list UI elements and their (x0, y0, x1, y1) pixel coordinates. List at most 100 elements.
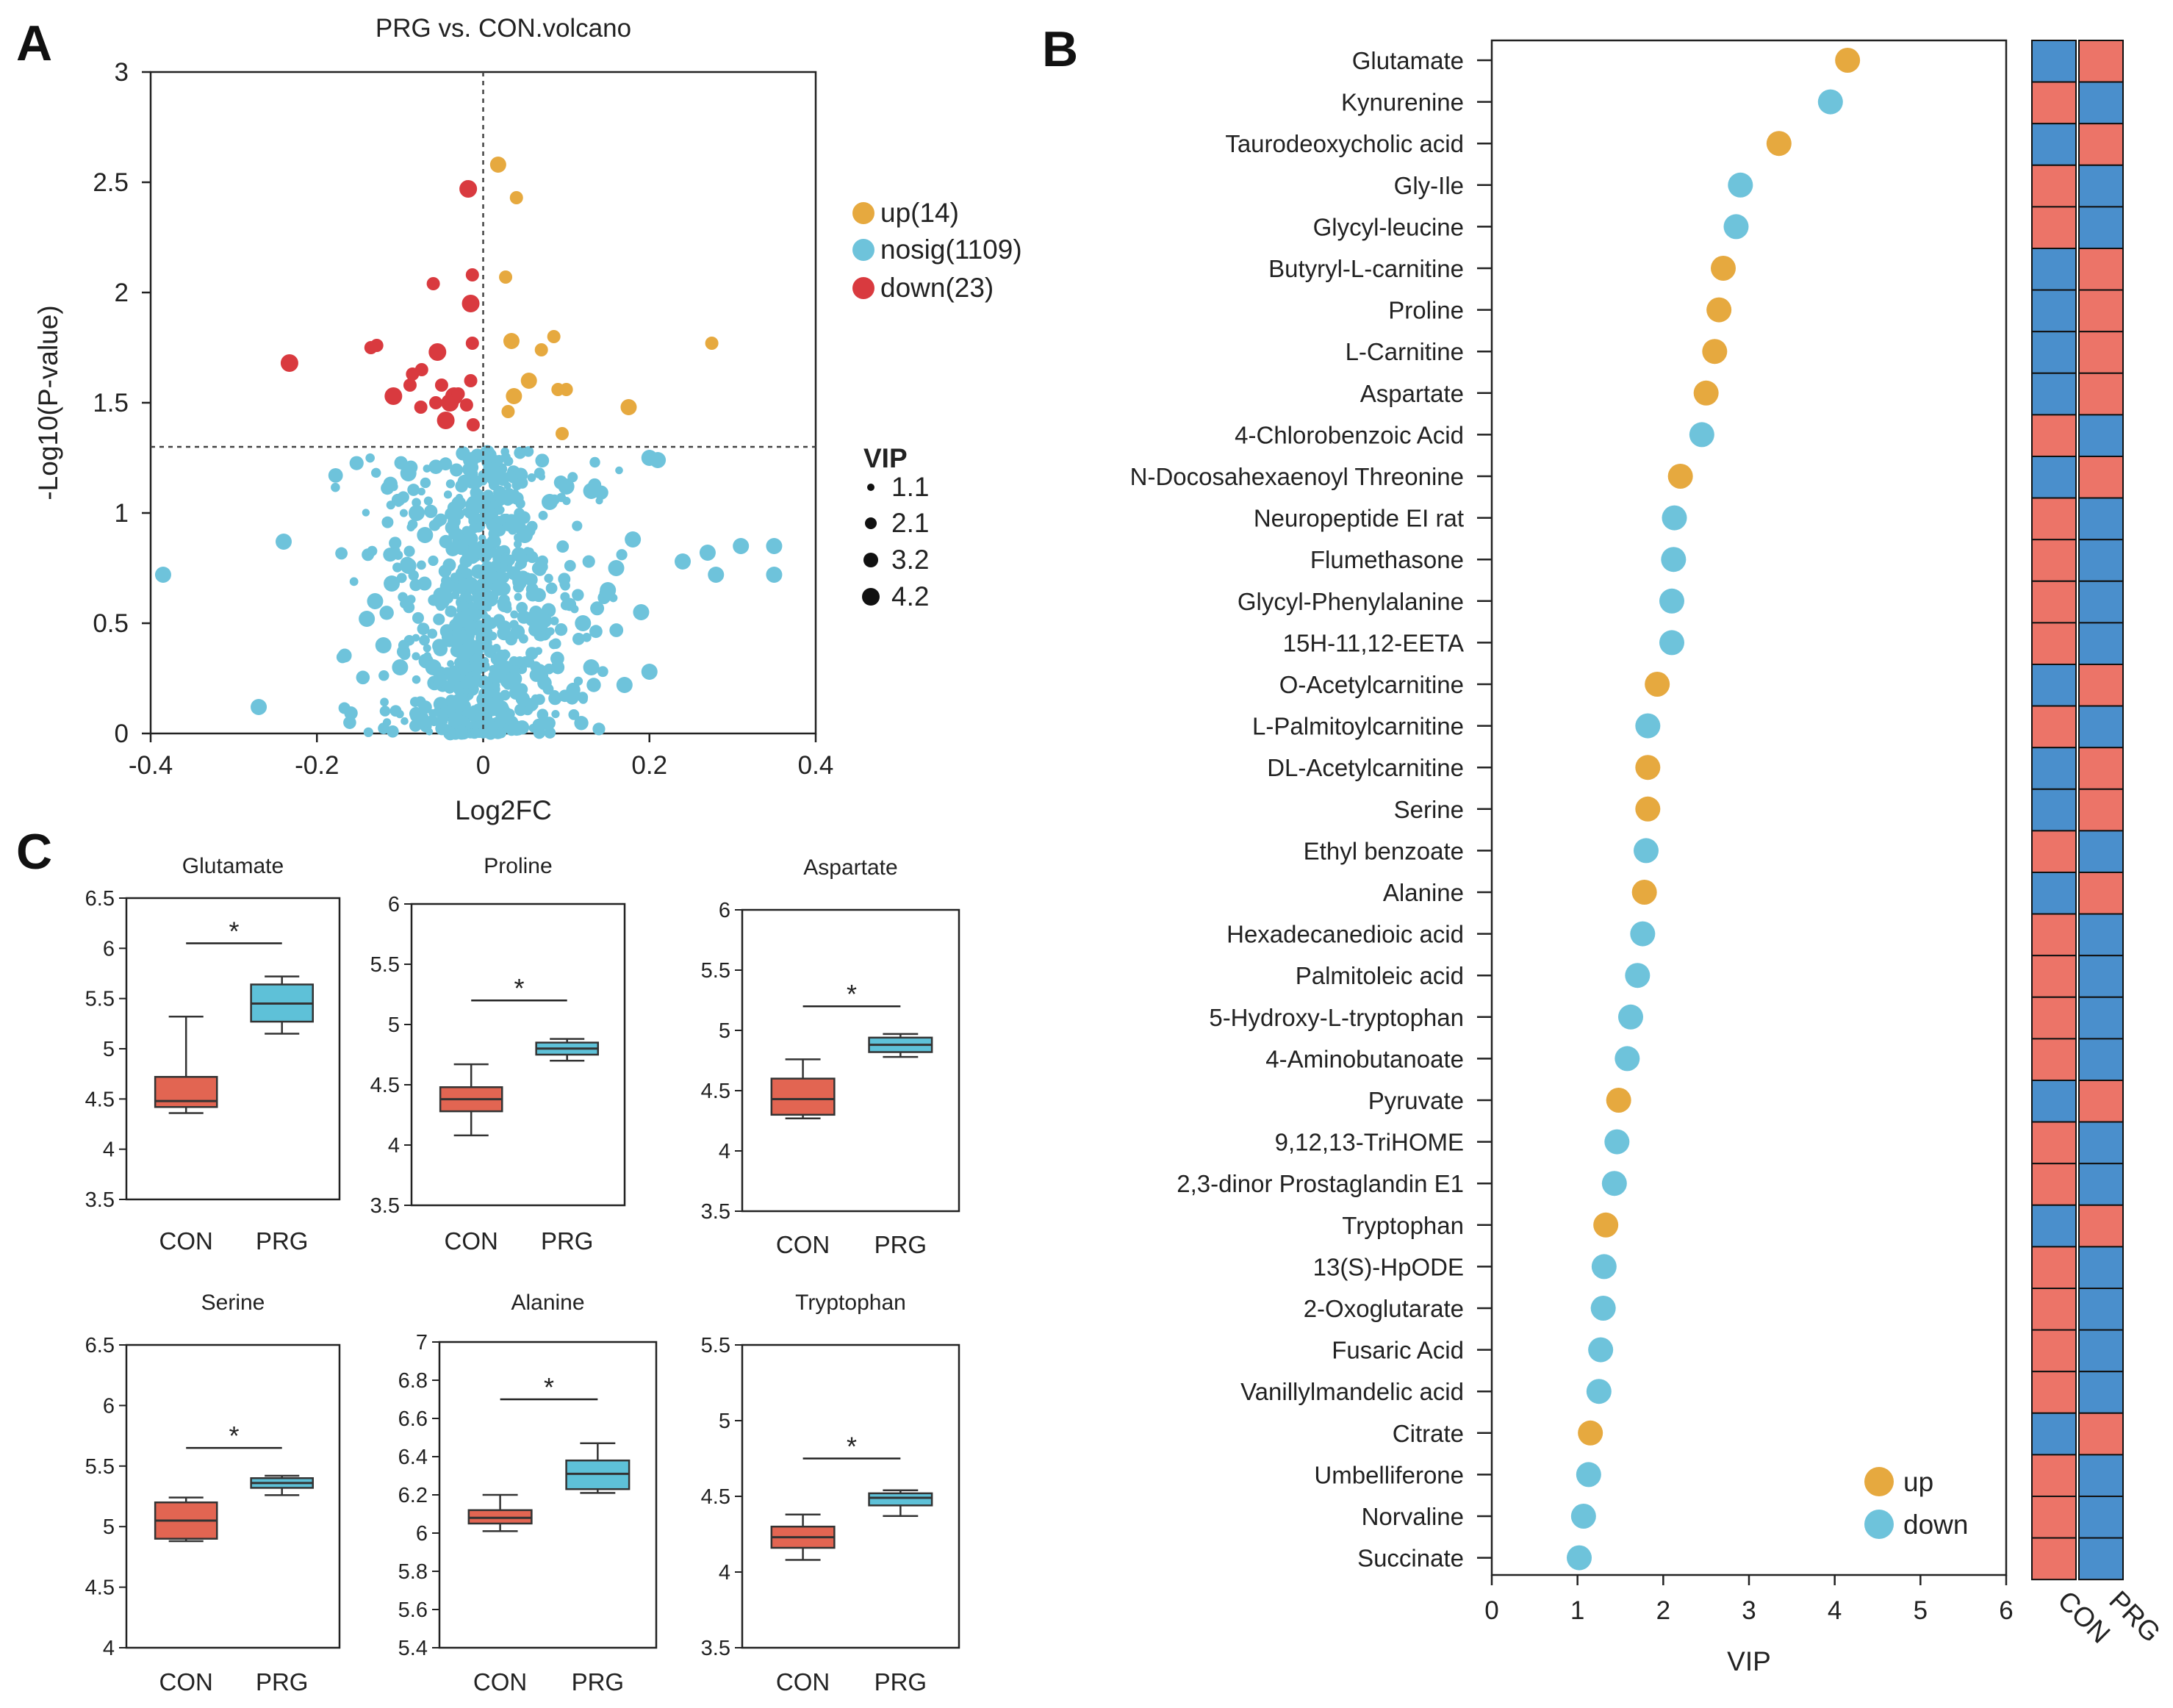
volcano-point-nosig (474, 609, 483, 617)
volcano-point-nosig (595, 497, 603, 505)
volcano-point-nosig (403, 601, 415, 614)
volcano-point-nosig (365, 453, 375, 463)
volcano-point-nosig (558, 478, 575, 495)
heatmap-cell-con (2031, 123, 2077, 166)
volcano-xlabel: Log2FC (455, 795, 552, 825)
vip-metabolite-label: Pyruvate (1368, 1087, 1464, 1114)
volcano-point-nosig (439, 457, 453, 471)
boxplot-title: Alanine (511, 1291, 584, 1315)
vip-metabolite-label: Serine (1394, 796, 1464, 823)
heatmap-cell-con (2031, 1412, 2077, 1456)
volcano-point-nosig (528, 723, 538, 733)
vip-metabolite-label: Glycyl-Phenylalanine (1238, 588, 1464, 615)
vip-dot-down (1567, 1545, 1592, 1571)
boxplot-ytick-label: 4.5 (701, 1485, 730, 1509)
volcano-point-nosig (331, 482, 340, 492)
vip-metabolite-label: Alanine (1383, 879, 1464, 906)
boxplot-aspartate: Aspartate 3.5 4 4.5 5 5.5 6 CON PRG * (701, 855, 960, 1258)
vip-dot-down (1576, 1462, 1601, 1488)
boxplot-ytick-label: 6 (416, 1522, 428, 1546)
volcano-xtick-label: -0.2 (295, 751, 339, 780)
boxplot-serine: Serine 4 4.5 5 5.5 6 6.5 CON PRG * (85, 1291, 341, 1696)
volcano-point-nosig (382, 718, 392, 727)
boxplot-significance-mark: * (514, 973, 524, 1003)
boxplot-box-prg (868, 1492, 933, 1507)
heatmap-cell-prg (2078, 1204, 2124, 1248)
vip-xtick-label: 2 (1656, 1596, 1670, 1625)
boxplot-group-label: PRG (541, 1227, 594, 1255)
volcano-point-nosig (766, 538, 783, 554)
vip-dot-down (1615, 1046, 1640, 1072)
vip-dot-up (1711, 256, 1736, 281)
boxplot-ytick-label: 6 (719, 899, 730, 922)
boxplot-proline: Proline 3.5 4 4.5 5 5.5 6 CON PRG * (370, 854, 626, 1255)
volcano-point-nosig (544, 727, 556, 739)
boxplot-title: Glutamate (182, 854, 284, 878)
boxplot-group-label: PRG (874, 1231, 927, 1258)
heatmap-cell-prg (2078, 1371, 2124, 1414)
boxplot-group-label: CON (776, 1668, 830, 1696)
heatmap-cell-prg (2078, 497, 2124, 541)
vip-xtick-label: 1 (1570, 1596, 1584, 1625)
heatmap-cell-con (2031, 1329, 2077, 1373)
size-legend-marker-1 (867, 484, 874, 491)
heatmap-cell-prg (2078, 40, 2124, 83)
volcano-point-nosig (475, 495, 489, 510)
volcano-point-nosig (401, 717, 409, 725)
volcano-point-nosig (503, 604, 512, 614)
volcano-point-nosig (517, 527, 534, 543)
volcano-point-nosig (502, 495, 514, 506)
vip-dot-up (1702, 339, 1728, 365)
heatmap-cell-prg (2078, 81, 2124, 125)
vip-xtick-label: 0 (1484, 1596, 1498, 1625)
volcano-point-nosig (497, 582, 511, 596)
volcano-point-nosig (379, 706, 391, 717)
heatmap-cell-con (2031, 40, 2077, 83)
volcano-point-nosig (577, 692, 589, 703)
legend-nosig-label: nosig(1109) (880, 234, 1022, 265)
volcano-point-nosig (447, 660, 455, 668)
volcano-point-nosig (525, 611, 542, 627)
volcano-point-nosig (544, 573, 553, 584)
boxplot-ytick-label: 5.5 (701, 1334, 730, 1357)
vip-metabolite-label: 4-Aminobutanoate (1265, 1045, 1464, 1072)
volcano-point-nosig (409, 505, 425, 521)
volcano-point-nosig (503, 481, 511, 490)
boxplot-ytick-label: 4 (103, 1637, 115, 1660)
heatmap-col-con: CON (2052, 1585, 2116, 1649)
heatmap-cell-con (2031, 81, 2077, 125)
volcano-point-nosig (493, 485, 506, 499)
volcano-point-up (506, 388, 522, 404)
boxplot-ytick-label: 3.5 (85, 1188, 115, 1212)
size-legend-marker-4 (862, 588, 880, 606)
vip-metabolite-label: Succinate (1357, 1545, 1464, 1572)
volcano-point-nosig (556, 540, 570, 553)
volcano-point-nosig (510, 492, 524, 505)
boxplot-group-label: CON (776, 1231, 830, 1258)
volcano-point-nosig (534, 647, 543, 656)
boxplot-alanine: Alanine 5.4 5.6 5.8 6 6.2 6.4 6.6 6.8 7 CON PRG * (398, 1291, 658, 1696)
heatmap-cell-con (2031, 1537, 2077, 1581)
legend-down-marker (852, 277, 874, 299)
heatmap-cell-con (2031, 996, 2077, 1040)
volcano-point-down (414, 401, 428, 414)
heatmap-cell-prg (2078, 664, 2124, 707)
volcano-point-nosig (480, 724, 489, 734)
heatmap-cell-prg (2078, 164, 2124, 208)
volcano-point-nosig (359, 611, 376, 627)
boxplot-ytick-label: 4 (103, 1138, 115, 1162)
volcano-point-nosig (498, 571, 510, 584)
boxplot-panel: Glutamate 3.5 4 4.5 5 5.5 6 6.5 CON PRG * Proline 3.… (85, 854, 960, 1696)
vip-metabolite-label: N-Docosahexaenoyl Threonine (1130, 463, 1464, 490)
heatmap-cell-prg (2078, 747, 2124, 790)
boxplot-ytick-label: 4.5 (370, 1074, 400, 1097)
volcano-point-nosig (384, 575, 401, 592)
volcano-point-nosig (470, 487, 482, 498)
boxplot-group-label: CON (159, 1227, 213, 1255)
heatmap-cell-prg (2078, 705, 2124, 749)
vip-metabolite-label: 9,12,13-TriHOME (1275, 1129, 1464, 1156)
volcano-point-nosig (510, 624, 525, 639)
heatmap-cell-prg (2078, 622, 2124, 666)
volcano-ytick-label: 0.5 (93, 609, 129, 638)
volcano-point-nosig (538, 511, 548, 520)
